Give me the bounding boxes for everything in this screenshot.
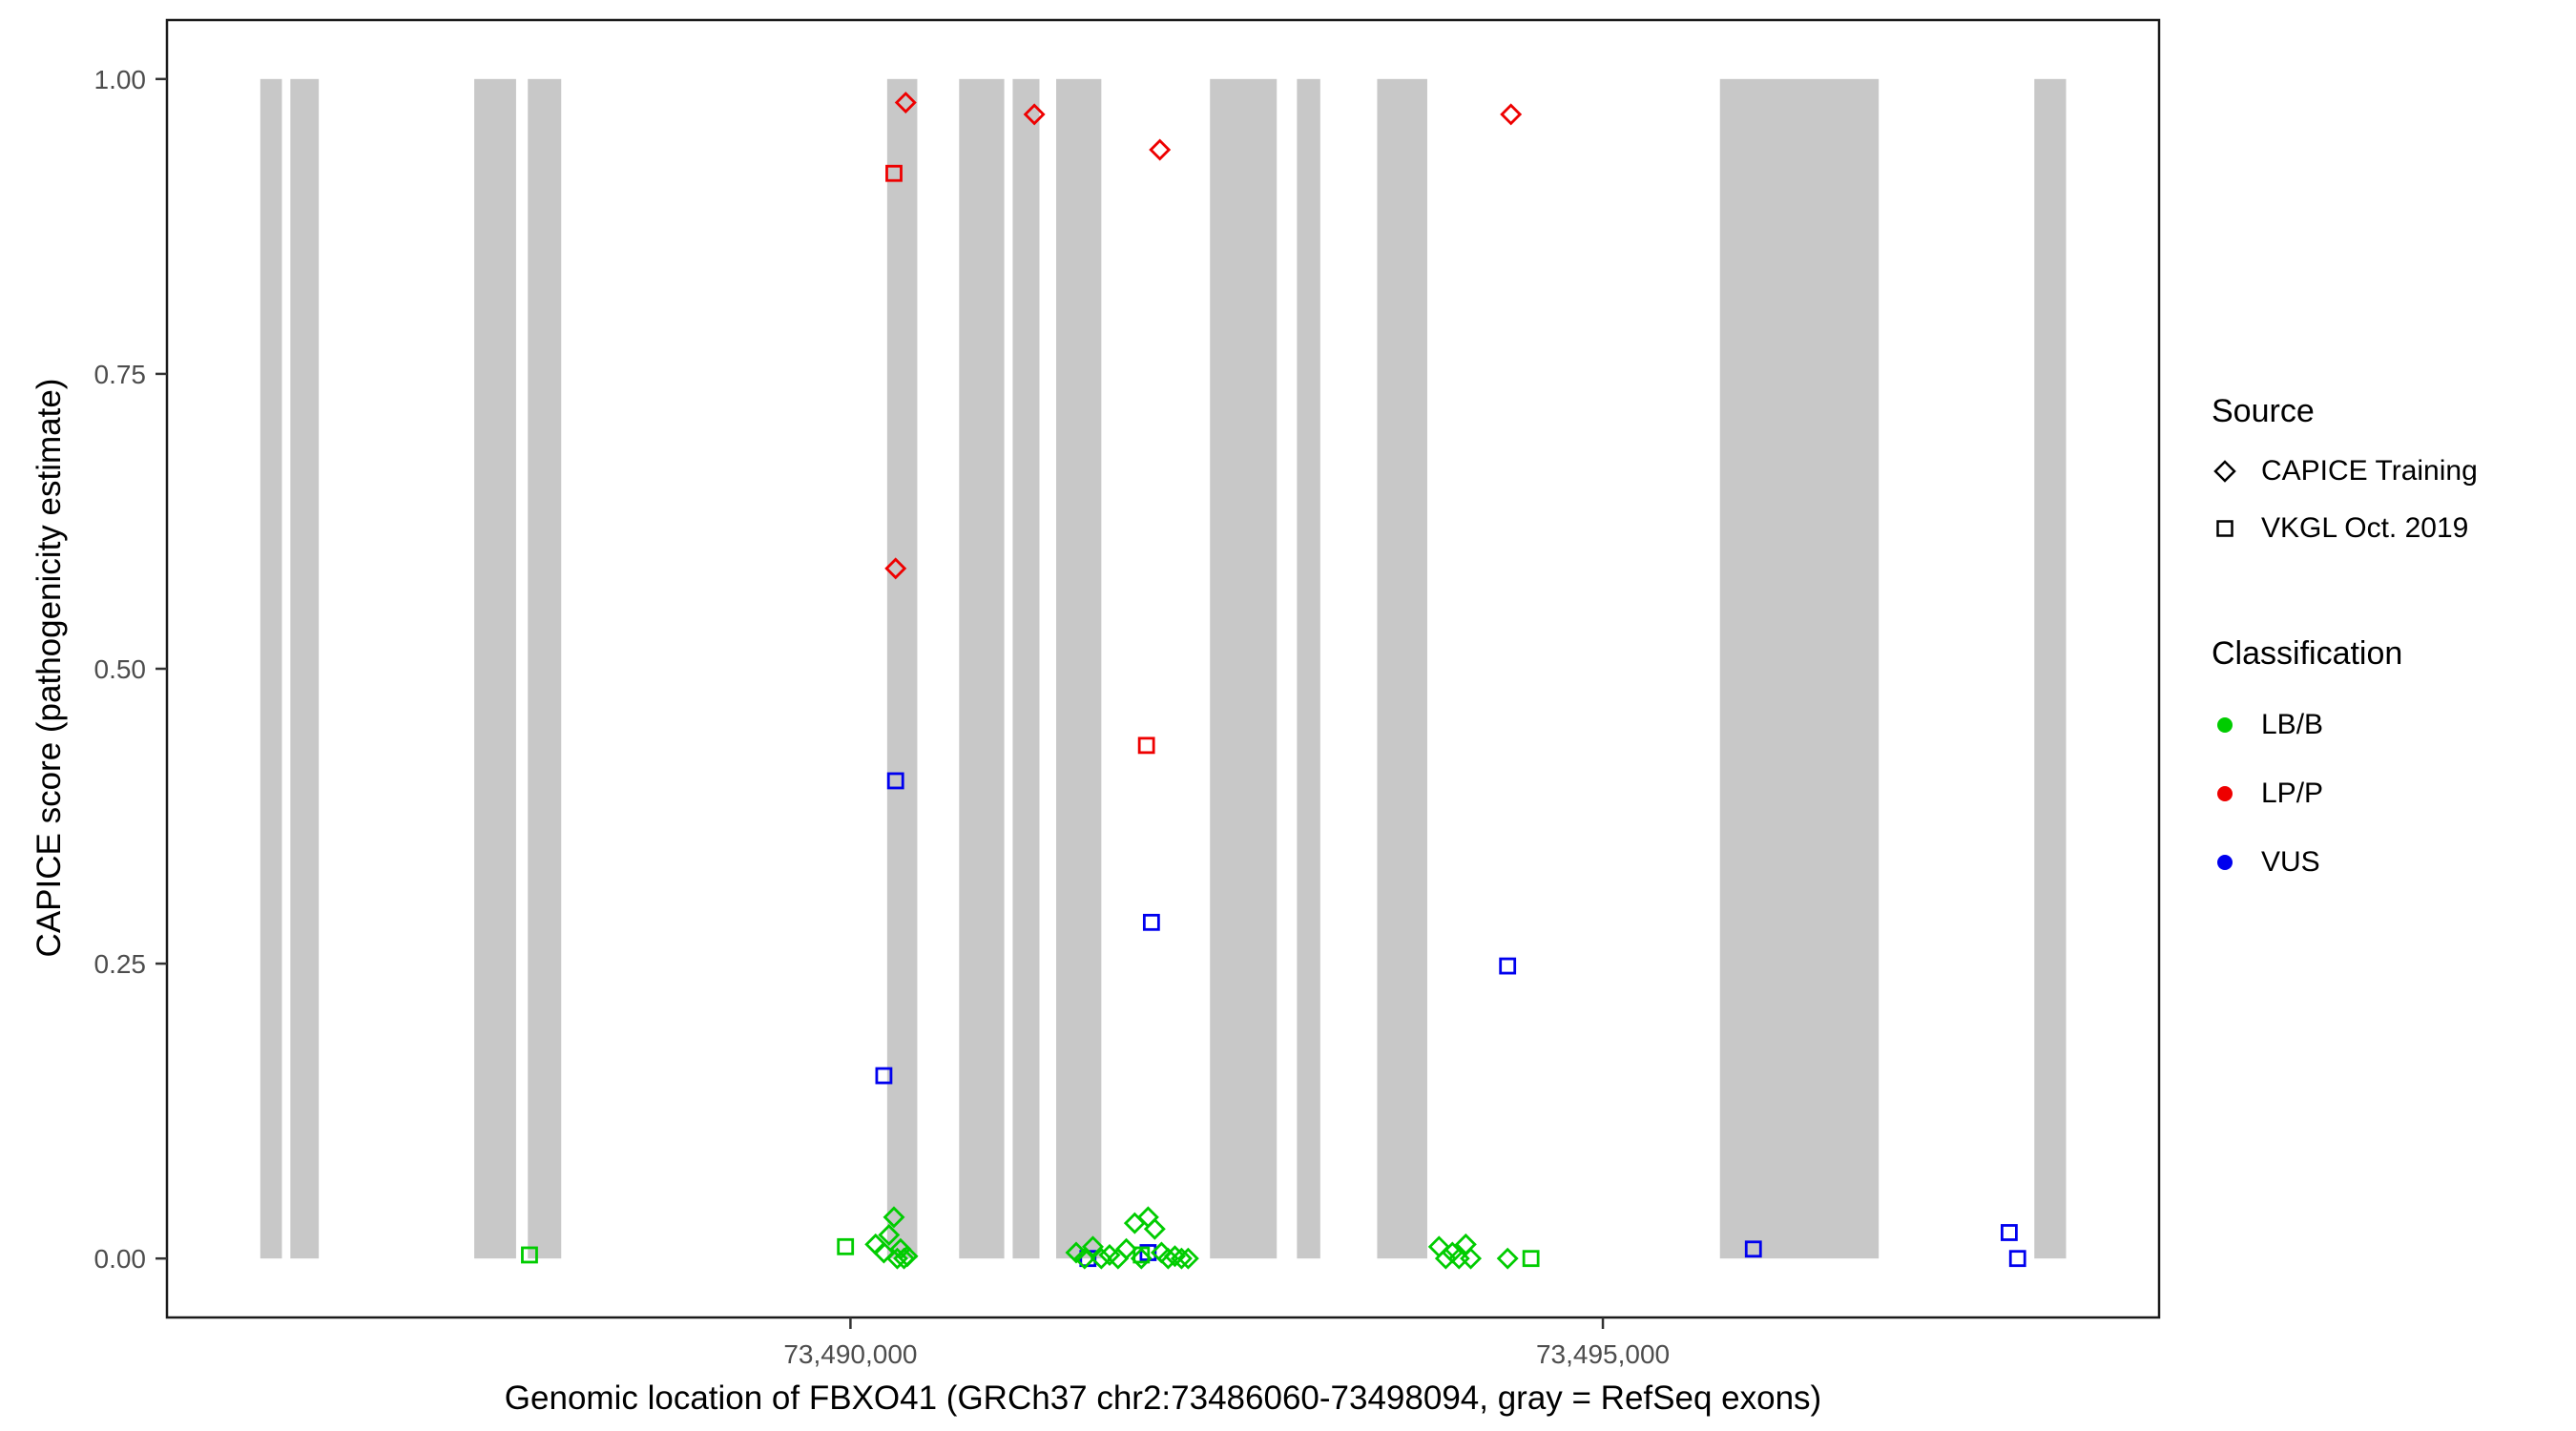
legend-item-label: LP/P (2261, 778, 2324, 809)
data-point-diamond (872, 1241, 895, 1264)
legend-item-square: VKGL Oct. 2019 (2212, 512, 2565, 545)
data-point-diamond (1115, 1237, 1137, 1260)
data-point-diamond (894, 92, 917, 114)
y-tick-label: 0.25 (94, 949, 147, 979)
data-point-square (1522, 1250, 1540, 1268)
data-point-square (521, 1246, 538, 1264)
legend-classification-items: LB/B LP/P VUS (2212, 709, 2565, 879)
data-point-square (885, 164, 903, 182)
exon-bar (1297, 78, 1320, 1259)
exon-bar (959, 78, 1005, 1259)
data-point-diamond (1149, 138, 1172, 161)
legend-item-vus: VUS (2212, 846, 2565, 879)
exon-bar (1210, 78, 1278, 1259)
data-point-square (2001, 1224, 2018, 1241)
exon-bar (1056, 78, 1102, 1259)
square-glyph (2216, 520, 2233, 537)
data-point-square (1744, 1240, 1762, 1258)
legend: Source CAPICE Training VKGL Oct. 2019 Cla… (2212, 393, 2565, 879)
data-point-diamond (1460, 1247, 1483, 1270)
legend-item-lp-p: LP/P (2212, 778, 2565, 810)
data-point-diamond (1090, 1247, 1112, 1270)
exon-bar (2034, 78, 2067, 1259)
dot-icon (2217, 717, 2233, 733)
legend-item-label: LB/B (2261, 709, 2324, 740)
legend-source-title: Source (2212, 393, 2315, 429)
data-point-square (1137, 736, 1155, 755)
data-point-diamond (1143, 1217, 1166, 1240)
data-point-square (837, 1237, 855, 1255)
y-axis-title: CAPICE score (pathogenicity estimate) (31, 378, 68, 958)
legend-group-source: Source CAPICE Training VKGL Oct. 2019 (2212, 393, 2565, 545)
exon-bar (1719, 78, 1880, 1259)
dot-icon (2217, 786, 2233, 801)
data-point-diamond (878, 1223, 901, 1246)
data-point-square (2008, 1250, 2026, 1268)
data-point-diamond (896, 1245, 919, 1268)
diamond-glyph (2213, 460, 2236, 483)
data-point-diamond (1176, 1247, 1199, 1270)
data-point-diamond (1130, 1247, 1153, 1270)
x-tick-label: 73,490,000 (783, 1339, 917, 1369)
exon-bar (528, 78, 562, 1259)
square-icon (2216, 520, 2233, 537)
data-point-square (1142, 913, 1160, 931)
y-tick-label: 0.00 (94, 1244, 147, 1274)
dot-icon (2217, 855, 2233, 870)
x-tick-label: 73,495,000 (1536, 1339, 1670, 1369)
dot-glyph (2217, 717, 2233, 733)
diamond-icon (2213, 460, 2236, 483)
data-point-diamond (883, 1206, 905, 1229)
x-axis-title: Genomic location of FBXO41 (GRCh37 chr2:… (504, 1379, 1822, 1417)
data-point-diamond (1065, 1241, 1088, 1264)
legend-group-classification: Classification LB/B LP/P VUS (2212, 635, 2565, 879)
legend-item-label: CAPICE Training (2261, 455, 2478, 487)
exon-bar (886, 78, 918, 1259)
legend-item-diamond: CAPICE Training (2212, 455, 2565, 487)
y-tick-label: 0.75 (94, 360, 147, 389)
y-tick-label: 1.00 (94, 65, 147, 94)
data-point-diamond (1434, 1247, 1457, 1270)
exon-bar (1377, 78, 1427, 1259)
exon-bar (290, 78, 320, 1259)
legend-item-label: VKGL Oct. 2019 (2261, 512, 2469, 544)
legend-source-items: CAPICE Training VKGL Oct. 2019 (2212, 455, 2565, 545)
data-point-diamond (1082, 1235, 1104, 1258)
data-point-diamond (1170, 1247, 1193, 1270)
legend-classification-title: Classification (2212, 635, 2403, 672)
exon-bar (260, 78, 282, 1259)
data-point-square (886, 772, 904, 790)
data-point-square (875, 1067, 893, 1085)
data-point-diamond (1163, 1245, 1186, 1268)
data-point-diamond (884, 557, 907, 580)
y-tick-label: 0.50 (94, 654, 147, 684)
exon-bar (1012, 78, 1040, 1259)
data-point-diamond (1496, 1247, 1519, 1270)
dot-glyph (2217, 786, 2233, 801)
data-point-diamond (1073, 1247, 1096, 1270)
exon-bar (474, 78, 516, 1259)
data-point-square (1499, 957, 1517, 975)
data-point-diamond (1023, 103, 1046, 126)
data-point-diamond (1500, 103, 1523, 126)
legend-item-lb-b: LB/B (2212, 709, 2565, 741)
legend-item-label: VUS (2261, 846, 2320, 878)
dot-glyph (2217, 855, 2233, 870)
